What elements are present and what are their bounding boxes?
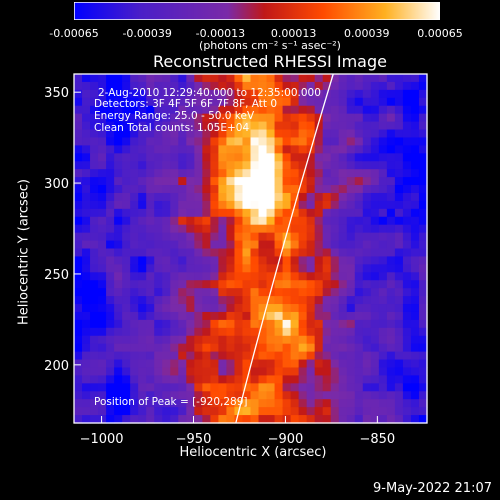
annotation-time: 2-Aug-2010 12:29:40.000 to 12:35:00.000: [98, 87, 321, 99]
x-tick-label: −1000: [80, 432, 124, 447]
timestamp: 9-May-2022 21:07: [373, 481, 492, 496]
annotation-energy: Energy Range: 25.0 - 50.0 keV: [94, 110, 255, 122]
y-tick-label: 300: [44, 177, 69, 192]
annotation-detectors: Detectors: 3F 4F 5F 6F 7F 8F, Att 0: [94, 98, 278, 110]
y-tick-label: 250: [44, 268, 69, 283]
y-tick-label: 200: [44, 359, 69, 374]
x-tick-label: −900: [268, 432, 304, 447]
y-axis: 200 250 300 350: [44, 86, 81, 374]
plot-frame: [73, 73, 428, 424]
chart-title: Reconstructed RHESSI Image: [153, 52, 387, 71]
x-tick-label: −850: [360, 432, 396, 447]
colorbar-unit-label: (photons cm⁻² s⁻¹ asec⁻²): [199, 39, 341, 52]
colorbar-tick-label: 0.00013: [270, 27, 317, 40]
colorbar-tick-label: 0.00065: [417, 27, 463, 40]
x-axis-label: Heliocentric X (arcsec): [179, 445, 327, 460]
colorbar-tick-label: -0.00039: [122, 27, 172, 40]
annotation-peak-position: Position of Peak = [-920,289]: [94, 396, 248, 408]
colorbar-tick-label: -0.00013: [195, 27, 246, 40]
heatmap-image: [74, 74, 428, 424]
colorbar-tick-label: 0.00039: [344, 27, 390, 40]
y-tick-label: 350: [44, 86, 69, 101]
y-axis-label: Heliocentric Y (arcsec): [16, 179, 32, 325]
colorbar-tick-label: -0.00065: [49, 27, 99, 40]
x-tick-label: −950: [176, 432, 212, 447]
colorbar: [74, 2, 440, 20]
solar-limb-line: [235, 73, 334, 424]
x-axis: −1000 −950 −900 −850: [80, 416, 396, 447]
annotation-clean: Clean Total counts: 1.05E+04: [94, 122, 250, 134]
